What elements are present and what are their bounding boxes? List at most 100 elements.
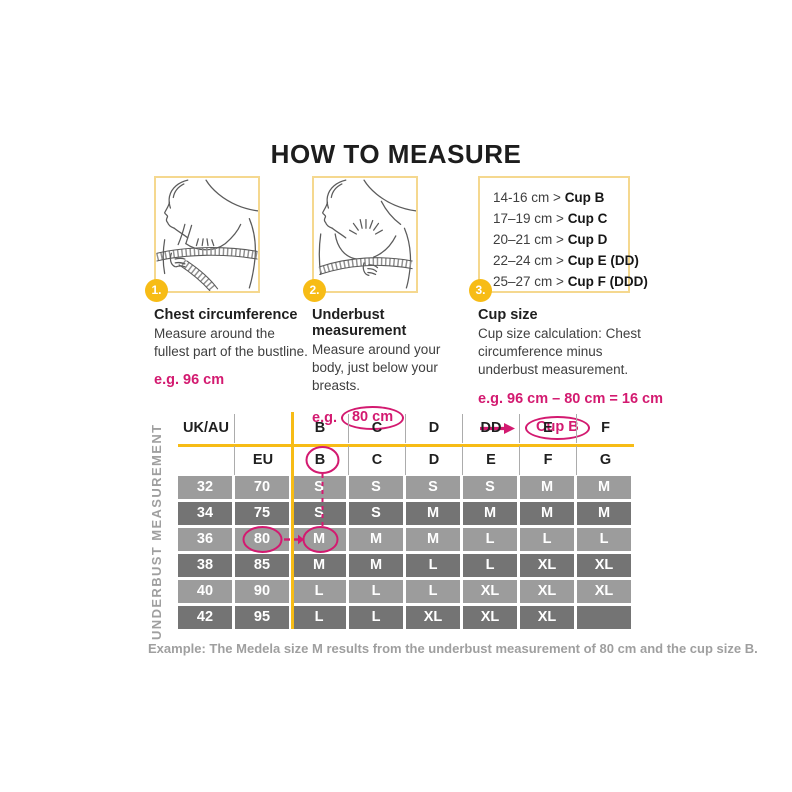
table-cell: XL — [406, 606, 460, 629]
cup-name: Cup E (DD) — [567, 253, 639, 268]
yellow-divider-vertical — [290, 412, 294, 629]
header-cell: C — [349, 446, 406, 475]
table-cell: M — [520, 502, 574, 525]
underbust-measure-illustration — [318, 179, 416, 289]
cup-size-chart-box: 14-16 cm > Cup B 17–19 cm > Cup C 20–21 … — [469, 176, 648, 302]
header-cell — [235, 414, 292, 443]
highlight-ellipse-80cm: 80 cm — [340, 406, 405, 431]
header-cell: G — [599, 452, 612, 468]
table-cell: XL — [463, 606, 517, 629]
table-cell: M — [577, 476, 631, 499]
table-header-eu-row: EU B C D E F G — [178, 446, 634, 475]
table-cell: M — [520, 476, 574, 499]
cup-chart-row: 22–24 cm > Cup E (DD) — [493, 250, 639, 271]
step1-example: e.g. 96 cm — [154, 372, 225, 389]
step3-title: Cup size — [478, 307, 538, 323]
table-row-highlighted: 36 80 M M M L L L — [178, 528, 631, 551]
cup-range: 25–27 cm > — [493, 274, 564, 289]
step3-example-calc: e.g. 96 cm – 80 cm = 16 cm — [478, 391, 663, 408]
step-number-badge: 1. — [145, 279, 168, 302]
cup-chart-row: 14-16 cm > Cup B — [493, 187, 628, 208]
table-cell: L — [406, 554, 460, 577]
yellow-divider-horizontal — [178, 443, 634, 447]
header-cell: D — [406, 414, 463, 443]
header-cell: B — [292, 446, 349, 475]
table-cell: XL — [520, 554, 574, 577]
cup-name: Cup D — [567, 232, 608, 247]
cup-name: Cup C — [567, 211, 608, 226]
table-cell: L — [406, 580, 460, 603]
table-cell: 70 — [235, 476, 289, 499]
cup-chart-row: 20–21 cm > Cup D — [493, 229, 628, 250]
highlight-ellipse-cup-b: Cup B — [525, 416, 590, 441]
table-cell: S — [349, 502, 403, 525]
table-cell: M — [349, 528, 403, 551]
table-cell: M — [349, 554, 403, 577]
table-cell: M — [463, 502, 517, 525]
step1-title: Chest circumference — [154, 307, 298, 323]
table-cell: L — [292, 606, 346, 629]
step3-description: Cup size calculation: Chest circumferenc… — [478, 326, 641, 378]
table-cell: S — [349, 476, 403, 499]
table-side-label: UNDERBUST MEASUREMENT — [149, 423, 164, 641]
step-1-chest-circumference: 1. Chest circumference Measure around th… — [145, 176, 310, 389]
table-body: 32 70 S S S S M M 34 75 S S M M M M 36 — [178, 476, 631, 632]
table-cell: L — [463, 554, 517, 577]
header-cell: E — [520, 414, 577, 443]
table-cell: XL — [520, 580, 574, 603]
step2-example-prefix: e.g. — [312, 410, 337, 427]
table-cell: M — [292, 528, 346, 551]
table-cell: M — [406, 528, 460, 551]
table-cell: XL — [577, 580, 631, 603]
table-cell: L — [520, 528, 574, 551]
table-cell — [577, 606, 631, 629]
step2-description: Measure around your body, just below you… — [312, 342, 441, 394]
step2-example: e.g. 80 cm — [312, 406, 476, 431]
header-cell: DD — [463, 414, 520, 443]
table-cell: L — [577, 528, 631, 551]
step2-illustration-box: 2. — [303, 176, 418, 302]
step-number-badge: 3. — [469, 279, 492, 302]
table-cell: L — [292, 580, 346, 603]
cup-range: 20–21 cm > — [493, 232, 564, 247]
cup-range: 17–19 cm > — [493, 211, 564, 226]
header-cell: F — [520, 446, 577, 475]
table-cell: 40 — [178, 580, 232, 603]
table-cell: 32 — [178, 476, 232, 499]
step2-title: Underbust measurement — [312, 307, 407, 339]
cup-name: Cup B — [564, 190, 605, 205]
table-cell: 75 — [235, 502, 289, 525]
table-cell: S — [292, 476, 346, 499]
cup-name: Cup F (DDD) — [567, 274, 648, 289]
table-cell: L — [463, 528, 517, 551]
header-cell — [178, 446, 235, 475]
header-cell: B — [292, 414, 349, 443]
table-cell: S — [292, 502, 346, 525]
table-cell: L — [349, 580, 403, 603]
step1-illustration-box: 1. — [145, 176, 260, 302]
header-cell: F — [601, 420, 610, 436]
size-table: UNDERBUST MEASUREMENT UK/AU B C D DD E F… — [148, 410, 758, 680]
table-row: 42 95 L L XL XL XL — [178, 606, 631, 629]
table-cell: 36 — [178, 528, 232, 551]
cup-size-chart: 14-16 cm > Cup B 17–19 cm > Cup C 20–21 … — [493, 187, 648, 292]
table-cell: M — [577, 502, 631, 525]
table-row: 32 70 S S S S M M — [178, 476, 631, 499]
table-cell: 38 — [178, 554, 232, 577]
cup-range: 14-16 cm > — [493, 190, 561, 205]
arrow-right-icon — [480, 422, 515, 434]
step-number-badge: 2. — [303, 279, 326, 302]
cup-chart-row: 25–27 cm > Cup F (DDD) — [493, 271, 648, 292]
table-cell: 34 — [178, 502, 232, 525]
header-cell: EU — [235, 446, 292, 475]
table-row: 38 85 M M L L XL XL — [178, 554, 631, 577]
step-2-underbust-measurement: 2. Underbust measurement Measure around … — [303, 176, 476, 431]
table-cell: S — [463, 476, 517, 499]
table-cell: XL — [577, 554, 631, 577]
table-cell: 85 — [235, 554, 289, 577]
table-cell: L — [349, 606, 403, 629]
step-3-cup-size: 14-16 cm > Cup B 17–19 cm > Cup C 20–21 … — [469, 176, 666, 441]
header-cell: E — [463, 446, 520, 475]
table-cell: XL — [463, 580, 517, 603]
